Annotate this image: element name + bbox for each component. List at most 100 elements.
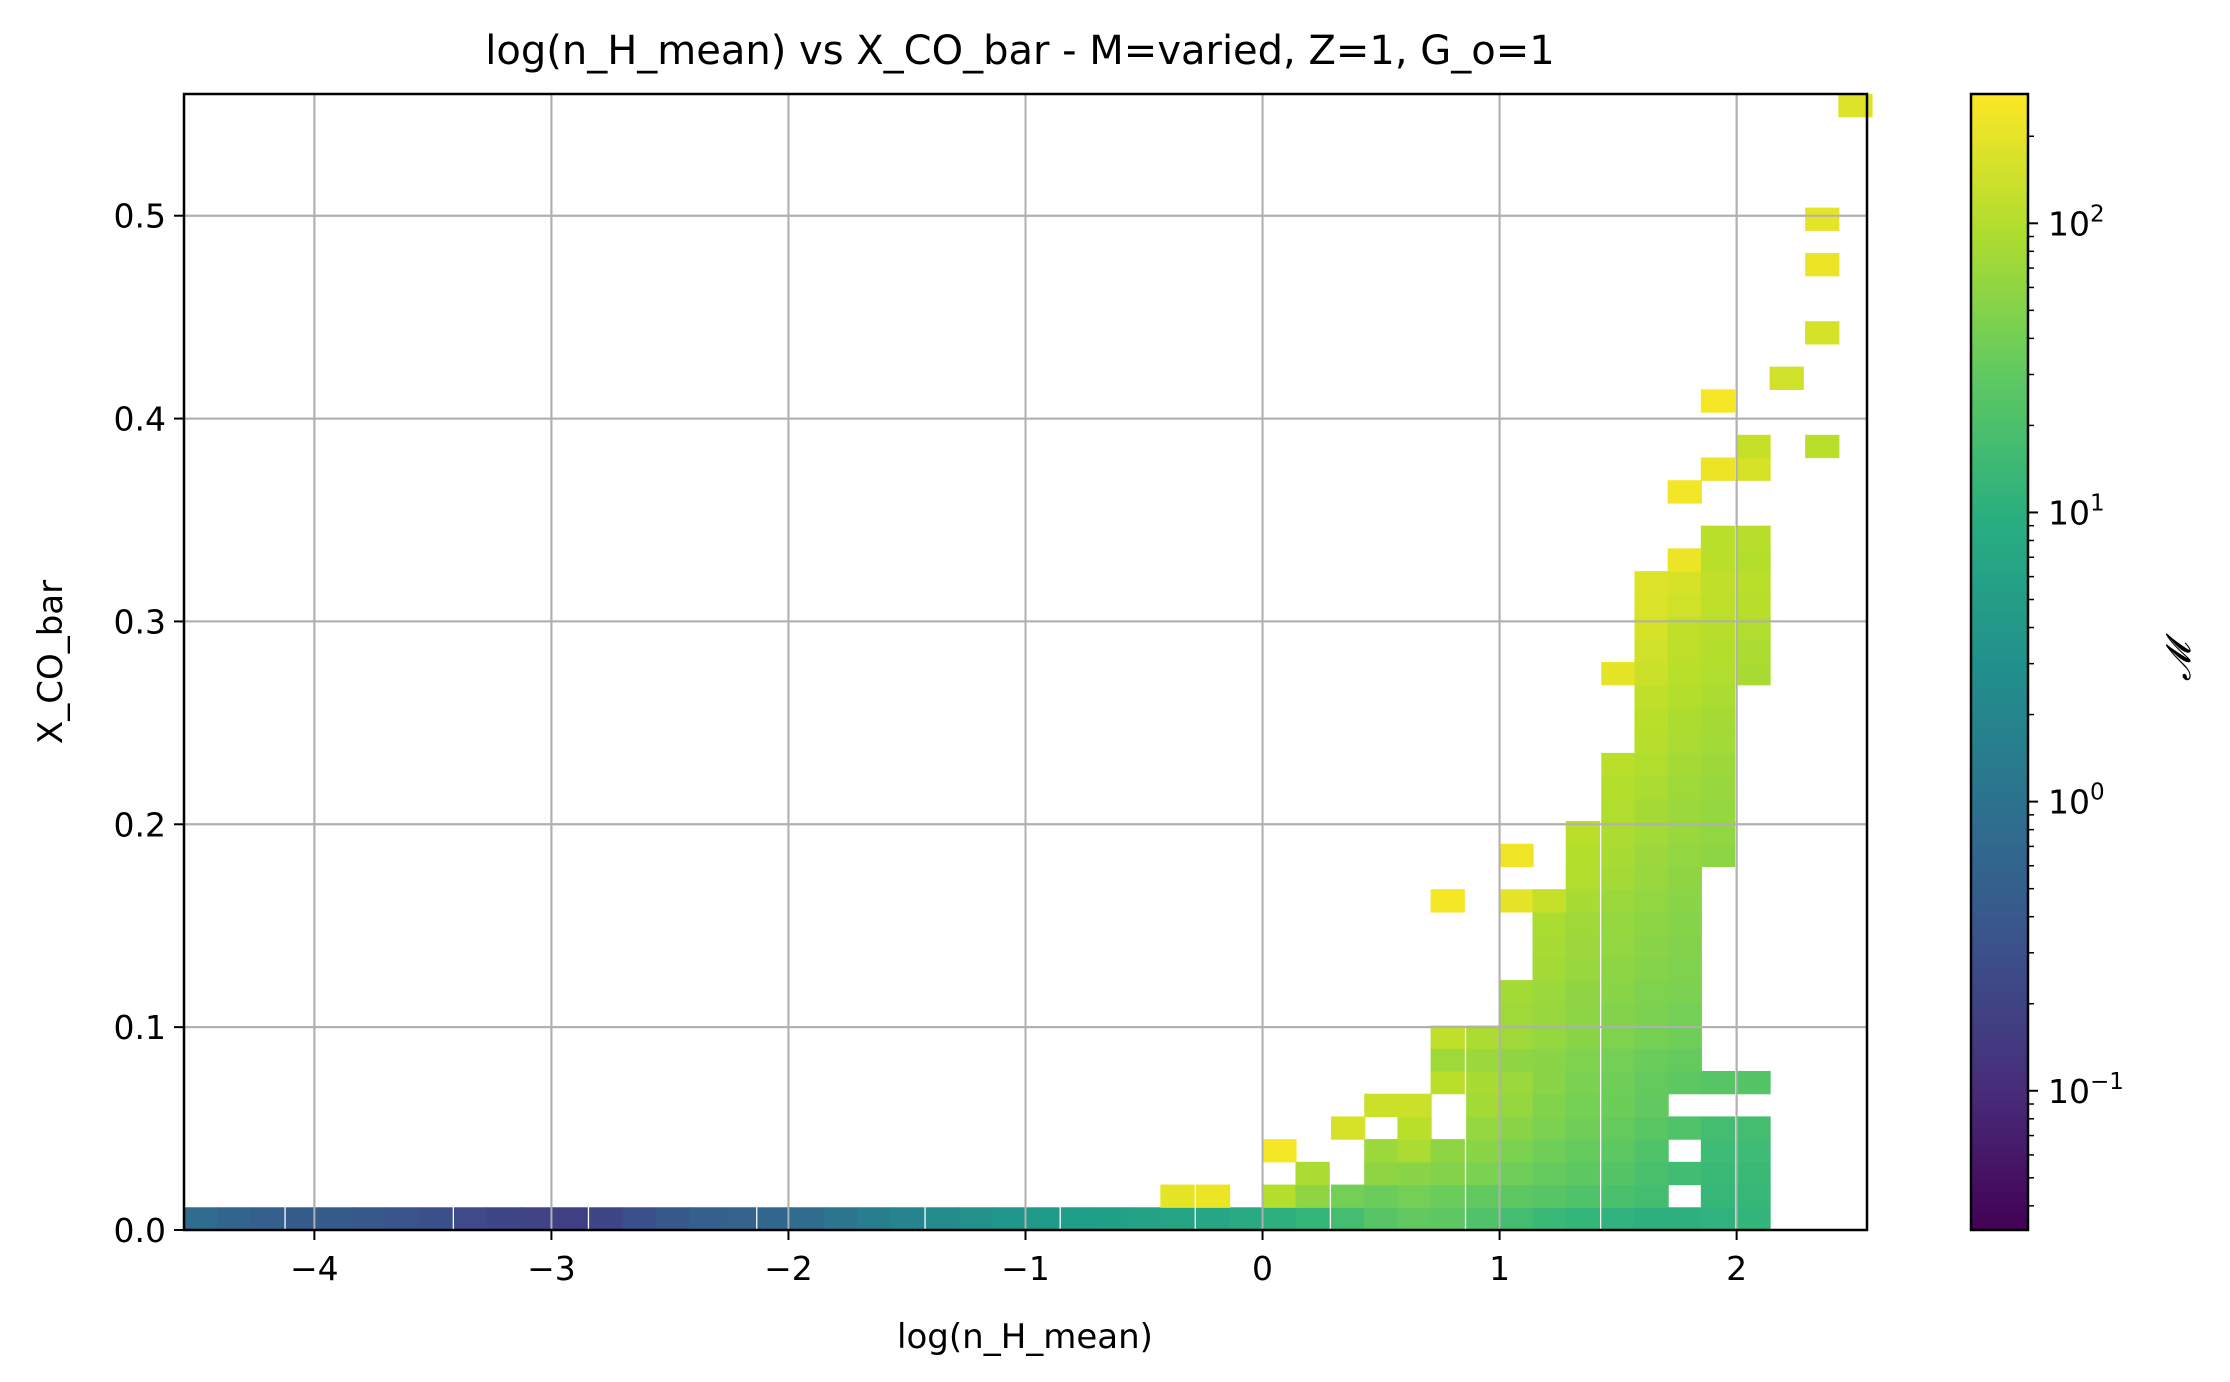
y-tick-label: 0.1 [114, 1008, 166, 1047]
x-tick-label: −3 [527, 1249, 576, 1288]
heatmap-cell [1532, 1161, 1567, 1186]
heatmap-cell [1700, 548, 1736, 572]
heatmap-cell [1634, 662, 1669, 686]
heatmap-cell [1634, 1161, 1669, 1186]
heatmap-cell [823, 1207, 859, 1231]
heatmap-cell [1700, 571, 1736, 595]
heatmap-cell [1667, 571, 1702, 595]
heatmap-cell [1466, 1116, 1501, 1140]
heatmap-cell [1397, 1139, 1432, 1163]
heatmap-cell [1295, 1161, 1330, 1186]
heatmap-cell [1601, 1002, 1636, 1027]
heatmap-cell [1532, 889, 1567, 913]
heatmap-cell [1634, 798, 1669, 822]
heatmap-cell [1736, 662, 1771, 686]
heatmap-cell [1601, 1093, 1636, 1117]
heatmap-cell [1565, 889, 1600, 913]
heatmap-cell [1634, 1025, 1669, 1049]
heatmap-cell [1364, 1184, 1399, 1208]
x-tick-label: 0 [1252, 1249, 1273, 1288]
heatmap-cell [1466, 1139, 1501, 1163]
y-tick-label: 0.2 [114, 805, 166, 844]
heatmap-cell [1700, 457, 1736, 481]
heatmap-cell [790, 1207, 825, 1231]
heatmap-cell [1805, 253, 1840, 277]
heatmap-cell [1195, 1207, 1231, 1231]
heatmap-cell [1565, 1025, 1600, 1049]
heatmap-cell [1700, 775, 1736, 799]
heatmap-cell [1565, 1207, 1600, 1231]
heatmap-cell [1601, 752, 1636, 777]
heatmap-cell [1667, 1070, 1702, 1095]
heatmap-cell [1736, 434, 1771, 459]
colorbar-tick-label: 101 [2048, 490, 2105, 532]
heatmap-cell [1532, 1207, 1567, 1231]
heatmap-cell [1667, 684, 1702, 709]
heatmap-cell [1430, 1207, 1465, 1231]
heatmap-cell [1634, 616, 1669, 640]
heatmap-cell [1736, 1139, 1771, 1163]
heatmap-cell [1805, 207, 1840, 231]
heatmap-cell [1364, 1139, 1399, 1163]
heatmap-cell [1700, 662, 1736, 686]
heatmap-cell [1532, 934, 1567, 958]
heatmap-cell [1667, 775, 1702, 799]
heatmap-cell [1700, 639, 1736, 663]
heatmap-cell [1667, 639, 1702, 663]
heatmap-cell [1532, 1184, 1567, 1208]
heatmap-cell [1667, 866, 1702, 890]
heatmap-cell [1667, 662, 1702, 686]
heatmap-cell [1466, 1161, 1501, 1186]
y-axis-label: X_CO_bar [31, 580, 71, 744]
heatmap-cell [1736, 457, 1771, 481]
heatmap-cell [1565, 957, 1600, 981]
heatmap-cell [1700, 616, 1736, 640]
y-tick-label: 0.0 [114, 1211, 166, 1250]
heatmap-cell [1499, 980, 1534, 1004]
heatmap-cell [1532, 1070, 1567, 1095]
heatmap-cell [1601, 957, 1636, 981]
heatmap-cell [1565, 1093, 1600, 1117]
heatmap-cell [1499, 1048, 1534, 1072]
heatmap-cell [992, 1207, 1027, 1231]
heatmap-cell [1736, 1116, 1771, 1140]
heatmap-cell [1601, 798, 1636, 822]
heatmap-cell [1634, 1093, 1669, 1117]
heatmap-cell [1262, 1139, 1297, 1163]
heatmap-cell [1667, 480, 1702, 504]
heatmap-cell [1667, 752, 1702, 777]
heatmap-cell [1466, 1070, 1501, 1095]
heatmap-cell [1466, 1184, 1501, 1208]
heatmap-cell [1331, 1184, 1366, 1208]
heatmap-cell [1160, 1184, 1195, 1208]
heatmap-cell [1634, 775, 1669, 799]
y-axis-ticks: 0.0 0.1 0.2 0.3 0.4 0.5 [114, 197, 184, 1250]
heatmap-cell [1700, 707, 1736, 731]
heatmap-cell [1667, 798, 1702, 822]
heatmap-cell [418, 1207, 453, 1231]
heatmap-cell [1601, 1025, 1636, 1049]
heatmap-cell [1601, 1070, 1636, 1095]
heatmap-cell [1634, 571, 1669, 595]
heatmap-cell [1565, 1070, 1600, 1095]
heatmap-cell [1700, 684, 1736, 709]
heatmap-cell [1025, 1207, 1060, 1231]
heatmap-cell [1667, 934, 1702, 958]
heatmap-cell [1532, 1139, 1567, 1163]
heatmap-cell [1634, 843, 1669, 868]
heatmap-cell [1295, 1184, 1330, 1208]
heatmap-cell [1601, 662, 1636, 686]
heatmap-cell [1331, 1207, 1366, 1231]
heatmap-cell [1634, 1070, 1669, 1095]
heatmap-cell [1634, 980, 1669, 1004]
heatmap-cell [183, 1207, 219, 1231]
heatmap-cell [1364, 1207, 1399, 1231]
heatmap-cell [1634, 707, 1669, 731]
heatmap-cell [1634, 1048, 1669, 1072]
heatmap-cell [1736, 1184, 1771, 1208]
heatmap-cell [1430, 889, 1465, 913]
heatmap-cell [1397, 1161, 1432, 1186]
heatmap-cell [1466, 1093, 1501, 1117]
heatmap-cell [1634, 821, 1669, 845]
heatmap-cell [1499, 1002, 1534, 1027]
